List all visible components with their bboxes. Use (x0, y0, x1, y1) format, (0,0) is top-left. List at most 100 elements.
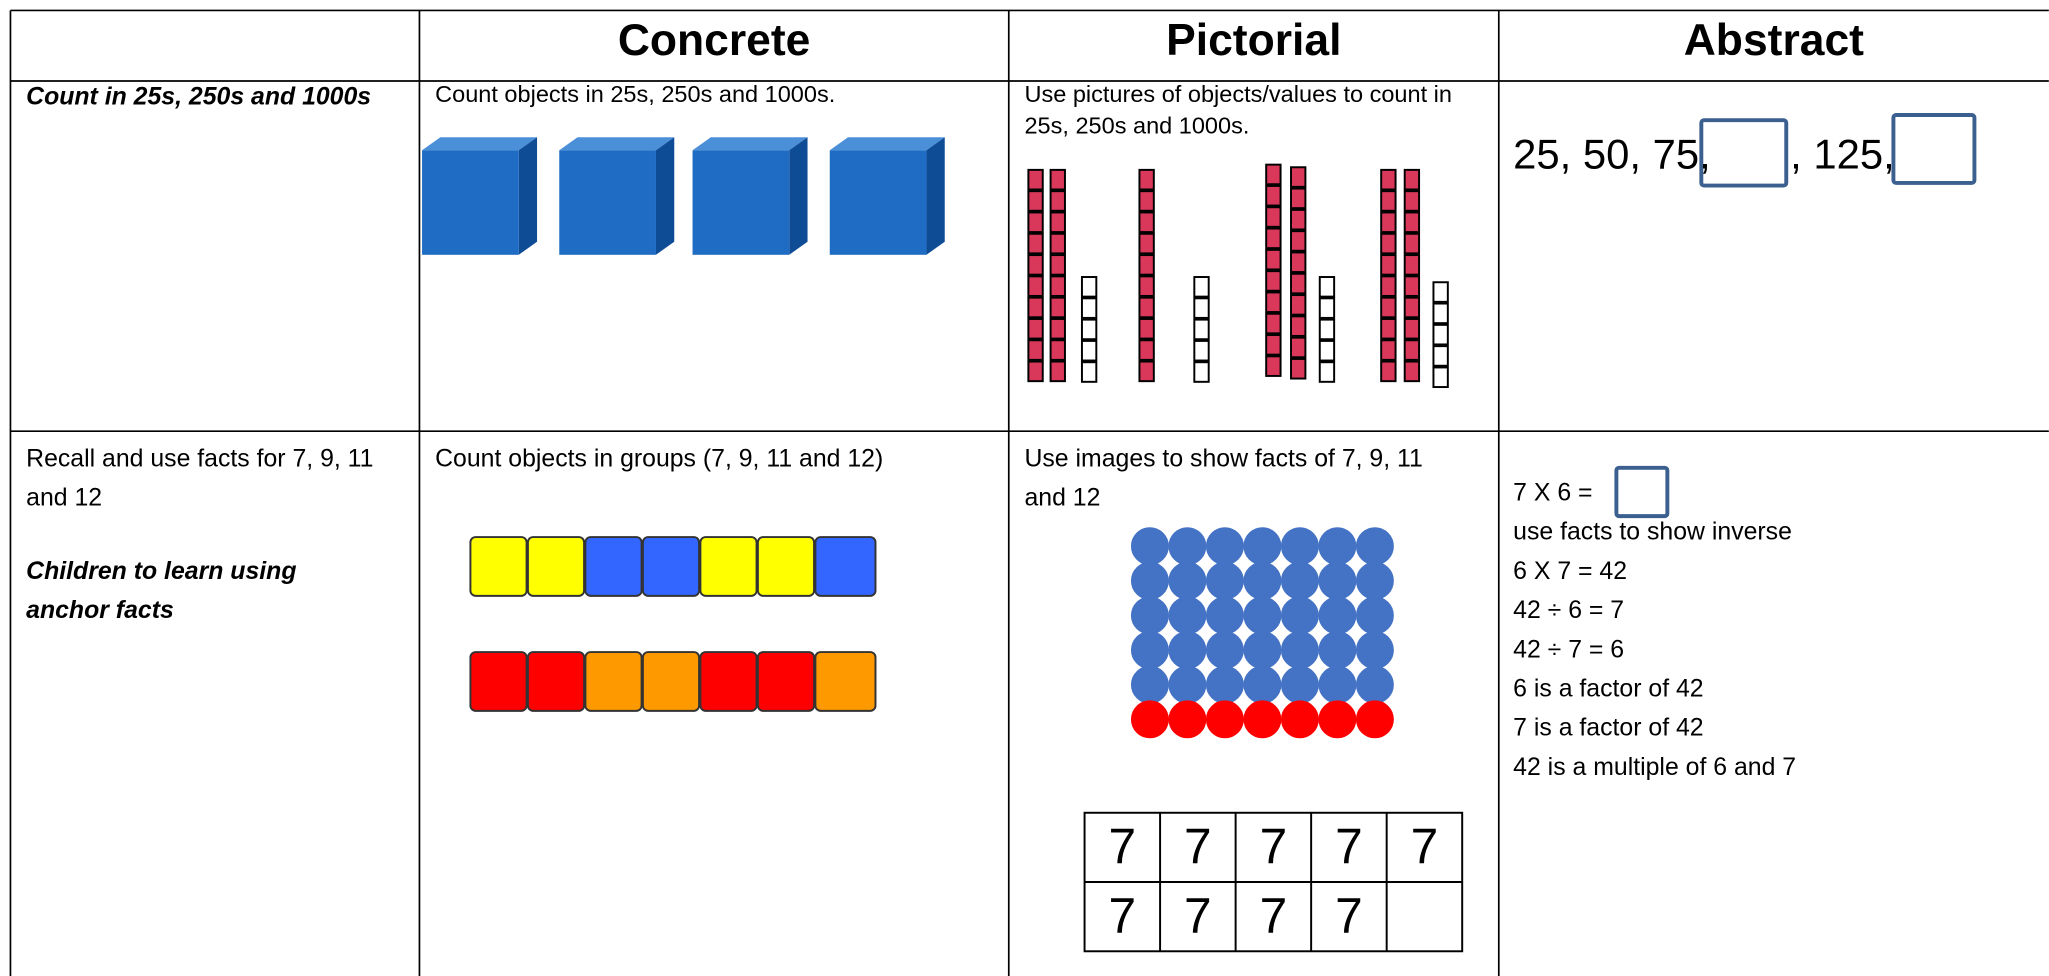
rod-cell (1049, 232, 1066, 255)
dot (1280, 700, 1319, 739)
equation: 7 X 6 = (1513, 479, 1593, 507)
dot (1318, 596, 1357, 635)
dot (1318, 561, 1357, 600)
dot (1280, 665, 1319, 704)
counter-cube (814, 536, 877, 597)
dot (1243, 596, 1282, 635)
rod-cell (1080, 276, 1098, 298)
cube-front (559, 150, 656, 255)
counter-cube (469, 536, 528, 597)
dot (1205, 665, 1244, 704)
grid-number: 7 (1184, 819, 1212, 875)
rod-cell (1318, 276, 1336, 298)
rod-cell (1193, 276, 1210, 298)
rod-cell (1432, 345, 1449, 367)
rod-cell (1403, 211, 1421, 234)
objective: Recall and use facts for 7, 9, 11 and 12 (26, 445, 374, 513)
rod-cell (1290, 251, 1307, 274)
cube-top (422, 137, 538, 151)
dot (1355, 527, 1394, 566)
counter-cube (584, 536, 643, 597)
rod-cell (1432, 323, 1449, 346)
dot (1243, 700, 1282, 739)
counter-cube (641, 536, 701, 597)
rod-cell (1290, 230, 1307, 252)
counter-cube (756, 536, 816, 597)
dot (1168, 561, 1207, 600)
rod-cell (1138, 232, 1155, 255)
dot (1130, 700, 1169, 739)
dot (1280, 631, 1319, 670)
dot (1130, 527, 1169, 566)
dot (1205, 700, 1244, 739)
rod-cell (1138, 190, 1155, 212)
rod-cell (1027, 254, 1044, 276)
rod-cell (1290, 187, 1307, 210)
dot (1355, 596, 1394, 635)
dot (1130, 665, 1169, 704)
rod-cell (1049, 339, 1066, 361)
cube-front (692, 150, 790, 255)
rod-cell (1049, 168, 1066, 191)
rod-cell (1027, 232, 1044, 255)
rod-cell (1403, 275, 1421, 297)
answer-box (1891, 113, 1977, 185)
rod-cell (1193, 361, 1210, 383)
rod-cell (1403, 168, 1421, 191)
counter-cube (699, 651, 758, 712)
illustrations (422, 137, 1449, 739)
dot (1243, 561, 1282, 600)
fact: 7 is a factor of 42 (1513, 714, 1704, 743)
rod-cell (1380, 275, 1397, 297)
dot (1130, 596, 1169, 635)
grid-lines (9, 9, 2049, 976)
rod-cell (1193, 318, 1210, 341)
objective: Count in 25s, 250s and 1000s (26, 83, 372, 112)
grid-number: 7 (1260, 888, 1288, 944)
rod-cell (1403, 254, 1421, 276)
dot (1205, 561, 1244, 600)
fact: use facts to show inverse (1513, 518, 1792, 547)
grid-number: 7 (1411, 819, 1439, 875)
dot (1280, 561, 1319, 600)
rod-cell (1138, 360, 1155, 383)
counter-cube (526, 536, 586, 597)
dot (1355, 665, 1394, 704)
cube-top (692, 137, 808, 151)
dot (1168, 665, 1207, 704)
rod-cell (1027, 211, 1044, 234)
rod-cell (1193, 339, 1210, 362)
rod-cell (1080, 318, 1098, 341)
rod-cell (1380, 211, 1397, 234)
rod-cell (1380, 296, 1397, 319)
dot (1168, 700, 1207, 739)
dot (1130, 561, 1169, 600)
rod-cell (1403, 232, 1421, 255)
rod-cell (1265, 334, 1282, 356)
fact: 42 ÷ 6 = 7 (1513, 597, 1625, 625)
cube-side (926, 137, 945, 255)
concrete-text: Count objects in 25s, 250s and 1000s. (435, 81, 836, 108)
rod-cell (1027, 190, 1044, 212)
dot (1318, 700, 1357, 739)
pictorial-text: Use images to show facts of 7, 9, 11 and… (1024, 445, 1423, 513)
rod-cell (1380, 232, 1397, 255)
rod-cell (1049, 275, 1066, 297)
column-header: Concrete (617, 15, 811, 66)
rod-cell (1027, 168, 1044, 191)
counter-cube (814, 651, 877, 712)
rod-cell (1403, 317, 1421, 340)
rod-cell (1265, 270, 1282, 292)
rod-cell (1049, 296, 1066, 319)
rod-cell (1403, 296, 1421, 319)
cube-side (789, 137, 808, 255)
answer-box (1614, 465, 1670, 519)
rod-cell (1265, 291, 1282, 314)
grid-number: 7 (1184, 888, 1212, 944)
rod-cell (1318, 318, 1336, 341)
rod-cell (1432, 281, 1449, 303)
answer-box (1699, 118, 1789, 188)
rod-cell (1380, 168, 1397, 191)
dot (1355, 561, 1394, 600)
